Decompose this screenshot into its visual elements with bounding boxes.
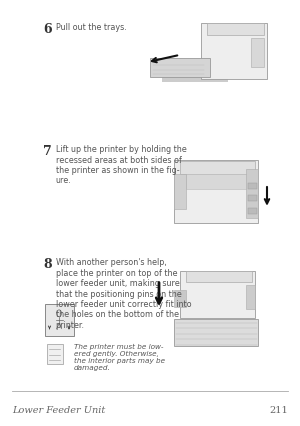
FancyBboxPatch shape: [180, 272, 255, 318]
FancyBboxPatch shape: [246, 285, 255, 309]
FancyBboxPatch shape: [186, 272, 252, 282]
FancyBboxPatch shape: [201, 24, 267, 80]
FancyBboxPatch shape: [46, 344, 63, 364]
Text: 6: 6: [44, 23, 52, 36]
FancyBboxPatch shape: [250, 39, 264, 68]
FancyBboxPatch shape: [174, 290, 186, 307]
Text: 7: 7: [44, 145, 52, 158]
FancyBboxPatch shape: [248, 184, 256, 190]
FancyBboxPatch shape: [246, 170, 258, 219]
Text: With another person's help,
place the printer on top of the
lower feeder unit, m: With another person's help, place the pr…: [56, 258, 191, 329]
FancyBboxPatch shape: [174, 320, 258, 346]
FancyBboxPatch shape: [150, 59, 210, 78]
FancyBboxPatch shape: [45, 305, 74, 337]
Text: The printer must be low-
ered gently. Otherwise,
the interior parts may be
damag: The printer must be low- ered gently. Ot…: [74, 343, 165, 370]
FancyBboxPatch shape: [207, 24, 264, 36]
Text: Lower Feeder Unit: Lower Feeder Unit: [12, 405, 105, 414]
FancyBboxPatch shape: [248, 196, 256, 202]
FancyBboxPatch shape: [180, 161, 255, 175]
FancyBboxPatch shape: [174, 175, 186, 209]
Text: 8: 8: [44, 258, 52, 271]
Text: Pull out the trays.: Pull out the trays.: [56, 23, 126, 32]
Text: Lift up the printer by holding the
recessed areas at both sides of
the printer a: Lift up the printer by holding the reces…: [56, 145, 186, 185]
FancyBboxPatch shape: [162, 60, 228, 83]
Text: 211: 211: [269, 405, 288, 414]
FancyBboxPatch shape: [186, 175, 249, 190]
FancyBboxPatch shape: [248, 208, 256, 214]
FancyBboxPatch shape: [174, 160, 258, 224]
